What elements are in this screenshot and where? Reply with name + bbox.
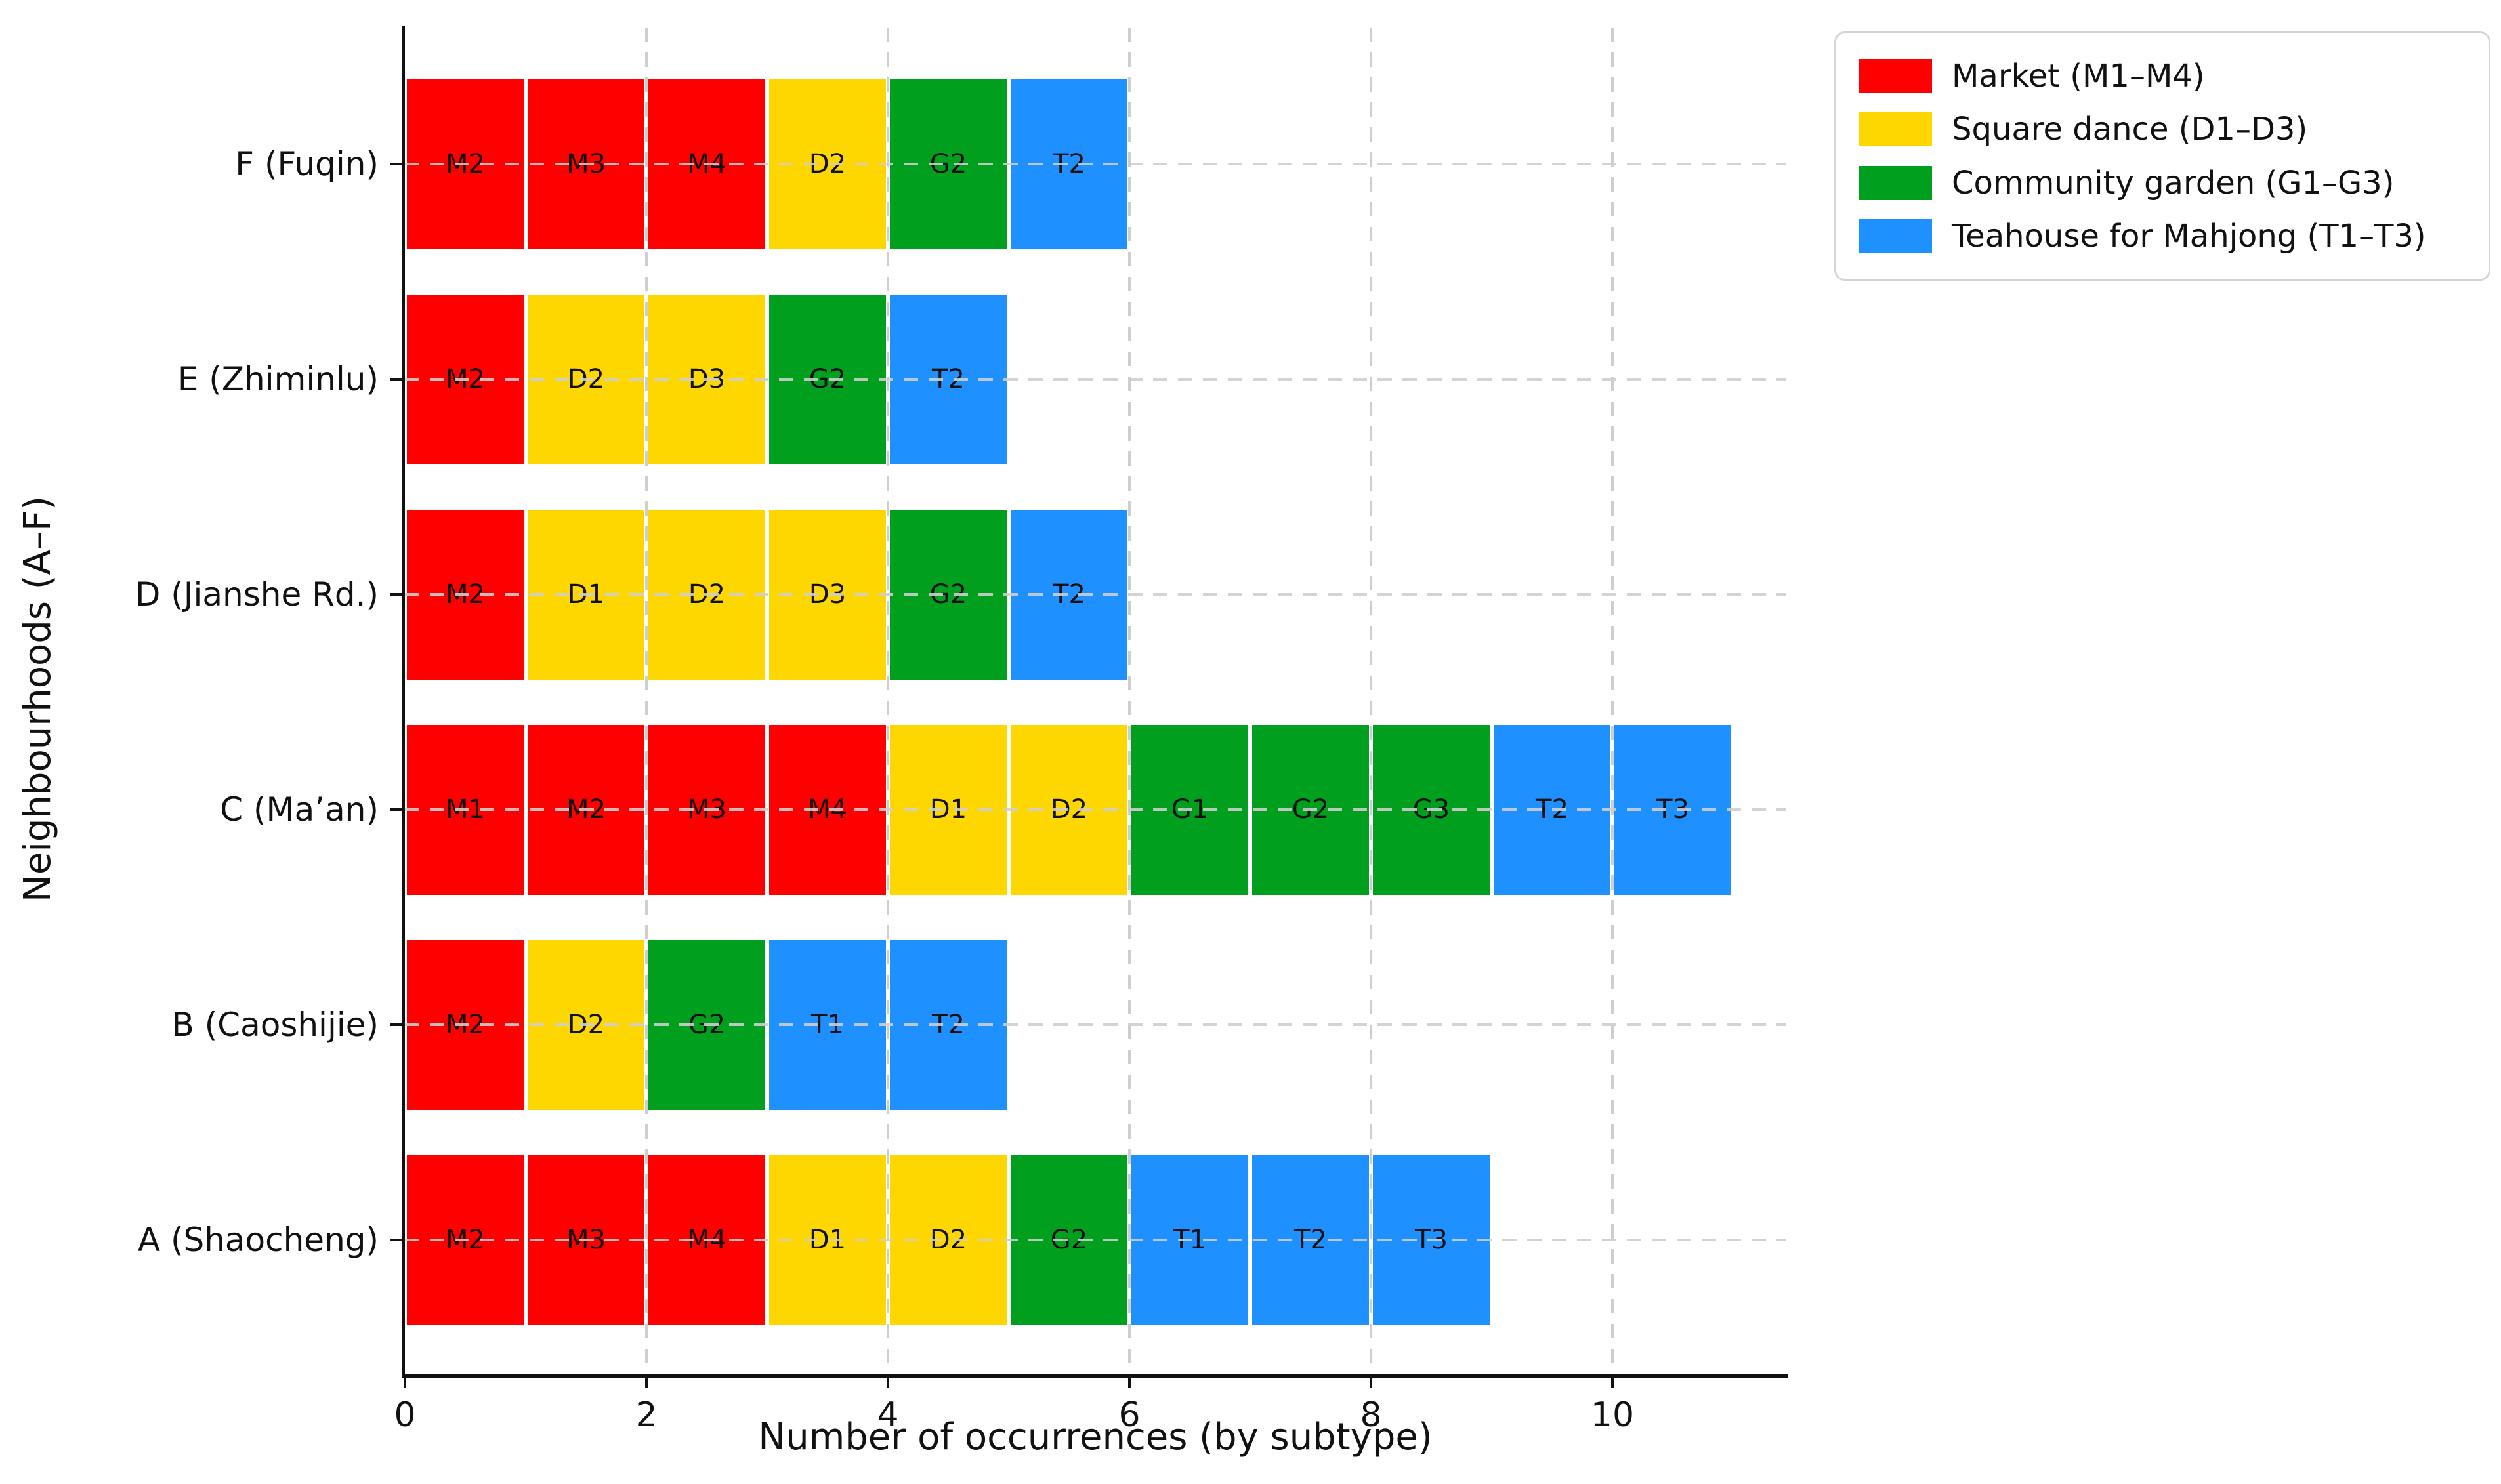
y-tick-mark bbox=[390, 1023, 405, 1026]
y-axis-spine bbox=[402, 26, 405, 1378]
h-gridline bbox=[405, 1023, 1786, 1026]
y-axis-title-wrap: Neighbourhoods (A–F) bbox=[11, 276, 66, 1122]
h-gridline bbox=[405, 1239, 1786, 1241]
y-tick-label: C (Ma’an) bbox=[220, 791, 379, 829]
h-gridline bbox=[405, 808, 1786, 811]
v-gridline bbox=[1611, 28, 1614, 1374]
x-tick-label: 0 bbox=[394, 1395, 416, 1435]
legend-entry: Teahouse for Mahjong (T1–T3) bbox=[1859, 218, 2466, 255]
x-tick-label: 4 bbox=[877, 1395, 899, 1435]
y-tick-mark bbox=[390, 593, 405, 596]
y-tick-mark bbox=[390, 378, 405, 381]
x-tick-label: 8 bbox=[1360, 1395, 1382, 1435]
h-gridline bbox=[405, 163, 1786, 165]
legend-label: Market (M1–M4) bbox=[1952, 57, 2205, 94]
h-gridline bbox=[405, 378, 1786, 381]
x-tick-label: 6 bbox=[1118, 1395, 1141, 1435]
x-tick-mark bbox=[1370, 1374, 1372, 1388]
legend-swatch bbox=[1859, 112, 1932, 147]
legend-entry: Community garden (G1–G3) bbox=[1859, 165, 2466, 201]
y-tick-label: A (Shaocheng) bbox=[137, 1221, 379, 1259]
y-tick-mark bbox=[390, 1239, 405, 1241]
legend-swatch bbox=[1859, 58, 1932, 93]
v-gridline bbox=[645, 28, 648, 1374]
h-gridline bbox=[405, 593, 1786, 596]
legend-label: Teahouse for Mahjong (T1–T3) bbox=[1952, 218, 2426, 255]
x-tick-mark bbox=[887, 1374, 889, 1388]
v-gridline bbox=[1370, 28, 1372, 1374]
legend-label: Square dance (D1–D3) bbox=[1952, 111, 2308, 148]
legend-swatch bbox=[1859, 219, 1932, 254]
y-tick-label: B (Caoshijie) bbox=[171, 1006, 379, 1044]
legend-label: Community garden (G1–G3) bbox=[1952, 164, 2395, 201]
v-gridline bbox=[1128, 28, 1131, 1374]
y-tick-mark bbox=[390, 163, 405, 165]
x-tick-label: 10 bbox=[1590, 1395, 1635, 1435]
legend: Market (M1–M4) Square dance (D1–D3) Commun… bbox=[1834, 31, 2490, 281]
legend-entry: Market (M1–M4) bbox=[1859, 58, 2466, 94]
x-axis-spine bbox=[402, 1374, 1788, 1378]
x-tick-mark bbox=[404, 1374, 406, 1388]
x-tick-mark bbox=[1128, 1374, 1131, 1388]
y-tick-mark bbox=[390, 808, 405, 811]
y-axis-title: Neighbourhoods (A–F) bbox=[16, 495, 60, 902]
legend-entry: Square dance (D1–D3) bbox=[1859, 111, 2466, 148]
legend-swatch bbox=[1859, 165, 1932, 200]
y-tick-label: E (Zhiminlu) bbox=[177, 360, 379, 398]
y-tick-label: D (Jianshe Rd.) bbox=[135, 575, 379, 613]
v-gridline bbox=[887, 28, 889, 1374]
y-tick-label: F (Fuqin) bbox=[235, 145, 379, 183]
x-tick-mark bbox=[645, 1374, 648, 1388]
x-tick-label: 2 bbox=[635, 1395, 658, 1435]
x-axis-title: Number of occurrences (by subtype) bbox=[758, 1416, 1433, 1458]
x-tick-mark bbox=[1611, 1374, 1614, 1388]
